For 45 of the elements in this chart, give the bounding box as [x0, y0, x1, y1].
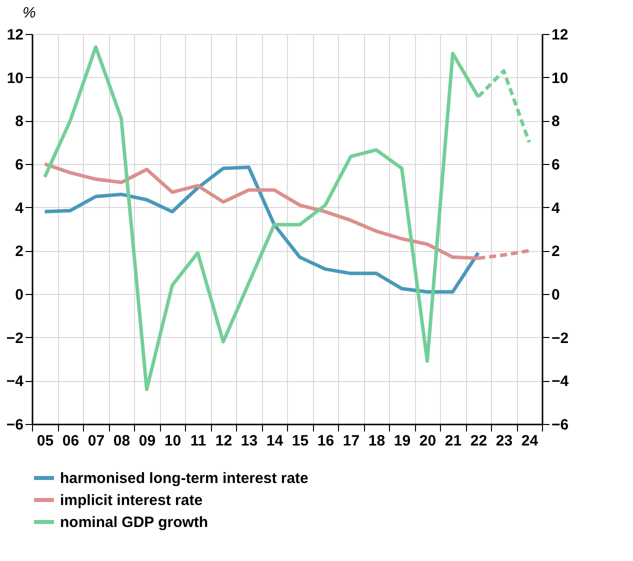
x-tick-label: 06 [62, 432, 80, 450]
y2-tick-label: 4 [552, 200, 560, 217]
x-tick-label: 24 [521, 432, 539, 450]
x-tick-label: 11 [190, 432, 206, 450]
x-tick-label: 16 [317, 432, 334, 450]
y2-tick-label: 0 [552, 286, 560, 304]
y-tick-label: 6 [15, 156, 24, 174]
y2-tick-label: −6 [552, 416, 569, 434]
y2-tick-label: −4 [552, 373, 570, 390]
y2-tick-label: 2 [552, 243, 560, 260]
x-tick-label: 10 [164, 432, 182, 450]
legend-label: implicit interest rate [60, 492, 203, 509]
x-tick-label: 15 [292, 432, 309, 450]
x-tick-label: 20 [419, 432, 436, 450]
y-tick-label: −2 [6, 330, 24, 347]
x-tick-label: 13 [240, 432, 258, 450]
y-tick-label: 8 [15, 113, 24, 130]
y-tick-label: 4 [15, 200, 24, 217]
y-tick-label: −6 [6, 416, 24, 434]
y-tick-label: 2 [15, 243, 24, 260]
x-tick-label: 18 [368, 432, 386, 450]
y2-tick-label: 10 [552, 70, 568, 87]
x-tick-label: 14 [266, 432, 284, 450]
y-tick-label: 12 [6, 26, 24, 44]
legend-label: harmonised long-term interest rate [60, 470, 308, 487]
x-tick-label: 08 [113, 432, 130, 450]
x-tick-label: 09 [138, 432, 156, 450]
x-tick-label: 05 [36, 432, 54, 450]
y-tick-label: 0 [15, 286, 24, 304]
y2-tick-label: 12 [552, 26, 568, 44]
y2-tick-label: −2 [552, 330, 569, 347]
y-tick-label: 10 [6, 70, 24, 87]
y2-tick-label: 6 [552, 156, 560, 174]
x-tick-label: 21 [444, 432, 462, 450]
y-tick-label: −4 [6, 373, 24, 390]
x-tick-label: 22 [470, 432, 488, 450]
line-series [43, 166, 480, 294]
y2-tick-label: 8 [552, 113, 560, 130]
x-tick-label: 07 [88, 432, 105, 450]
y-axis-title: % [22, 4, 36, 22]
x-tick-label: 19 [394, 432, 411, 450]
x-tick-label: 23 [496, 432, 513, 450]
legend-label: nominal GDP growth [60, 514, 208, 531]
x-tick-label: 12 [215, 432, 232, 450]
x-tick-label: 17 [342, 432, 360, 450]
